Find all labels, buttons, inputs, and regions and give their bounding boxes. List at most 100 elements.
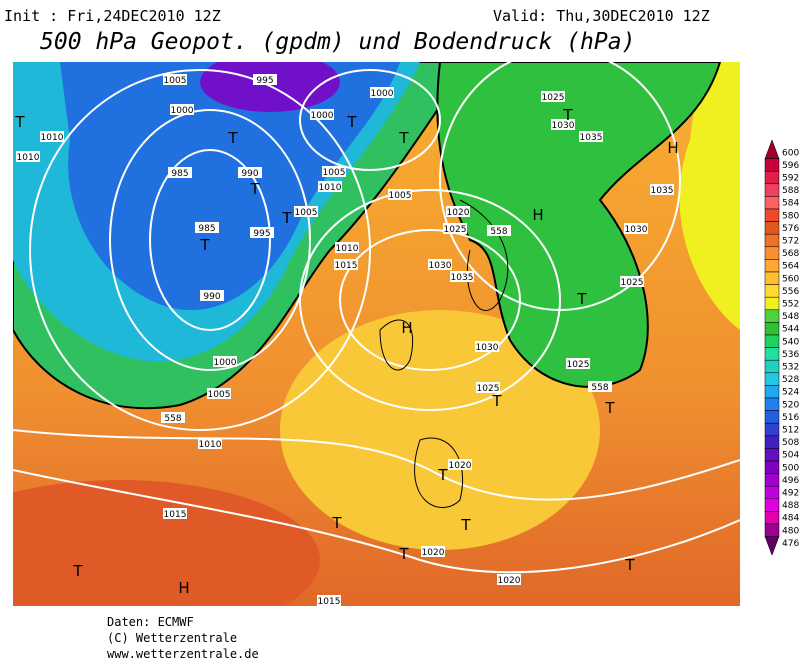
isobar-label: 558 (490, 227, 507, 237)
pressure-center: T (14, 113, 25, 131)
colorbar-label: 512 (782, 426, 799, 436)
isobar-label: 1030 (476, 343, 499, 353)
isobar-label: 1035 (651, 186, 674, 196)
colorbar-swatch (764, 221, 780, 235)
colorbar-label: 600 (782, 148, 799, 158)
colorbar-label: 504 (782, 451, 799, 461)
isobar-label: 1010 (41, 133, 64, 143)
isobar-label: 1005 (389, 191, 412, 201)
isobar-label: 1000 (171, 106, 194, 116)
label-bg (446, 206, 470, 217)
label-bg (253, 74, 277, 85)
pressure-center: T (72, 562, 83, 580)
colorbar-label: 580 (782, 211, 799, 221)
isobar-label: 995 (253, 229, 270, 239)
isobar-label: 1025 (621, 278, 644, 288)
colorbar-swatch (764, 334, 780, 348)
isobar-label: 1020 (422, 548, 445, 558)
pressure-center: T (604, 399, 615, 417)
colorbar-label: 476 (782, 539, 799, 549)
label-bg (650, 184, 674, 195)
label-bg (388, 189, 412, 200)
colorbar-swatch (764, 359, 780, 374)
footer-line: (C) Wetterzentrale (107, 631, 237, 645)
pressure-center: H (532, 206, 543, 224)
isobar-label: 1000 (311, 111, 334, 121)
label-bg (448, 459, 472, 470)
colorbar-swatch (764, 296, 780, 311)
isobar-label: 990 (241, 169, 258, 179)
label-bg (40, 131, 64, 142)
colorbar-swatch (764, 372, 780, 386)
colorbar-label: 528 (782, 375, 799, 385)
pressure-center: T (437, 466, 448, 484)
colorbar-label: 556 (782, 287, 799, 297)
colorbar-label: 536 (782, 350, 799, 360)
label-bg (487, 225, 511, 236)
label-bg (624, 223, 648, 234)
warm-region (280, 310, 600, 550)
colorbar-label: 560 (782, 274, 799, 284)
colorbar-swatch (764, 410, 780, 424)
label-bg (168, 167, 192, 178)
footer-line: www.wetterzentrale.de (107, 647, 259, 661)
label-bg (497, 574, 521, 585)
isobar-label: 1015 (164, 510, 187, 520)
isobar-label: 1000 (371, 89, 394, 99)
colorbar-swatch (764, 196, 780, 210)
label-bg (421, 546, 445, 557)
colorbar-swatch (764, 435, 780, 449)
colorbar-label: 516 (782, 413, 799, 423)
label-bg (579, 131, 603, 142)
isobar-label: 1010 (17, 153, 40, 163)
colorbar-swatch (764, 498, 780, 512)
colorbar-end (764, 536, 780, 556)
isobar-label: 1005 (164, 76, 187, 86)
colorbar-label: 480 (782, 526, 799, 536)
isobar-label: 1025 (542, 93, 565, 103)
pressure-center: T (331, 514, 342, 532)
colorbar-swatch (764, 523, 780, 537)
colorbar-swatch (764, 385, 780, 399)
label-bg (238, 167, 262, 178)
colorbar-swatch (764, 309, 780, 323)
isobar-label: 1005 (295, 208, 318, 218)
label-bg (475, 341, 499, 352)
label-bg (250, 227, 274, 238)
label-bg (318, 181, 342, 192)
isobar-label: 985 (198, 224, 215, 234)
cold-region (60, 62, 400, 311)
isobar-label: 1020 (449, 461, 472, 471)
isobar-label: 1010 (336, 244, 359, 254)
isobar-label: 995 (256, 76, 273, 86)
isobar-label: 558 (591, 383, 608, 393)
label-bg (163, 508, 187, 519)
isobar-label: 1005 (208, 390, 231, 400)
colorbar-swatch (764, 284, 780, 298)
colorbar-swatch (764, 170, 780, 185)
isobar-label: 1035 (580, 133, 603, 143)
colorbar-swatch (764, 158, 780, 172)
colorbar-swatch (764, 259, 780, 273)
colorbar-swatch (764, 183, 780, 197)
colorbar-swatch (764, 322, 780, 336)
colorbar-label: 596 (782, 161, 799, 171)
isobar-label: 1025 (477, 384, 500, 394)
pressure-center: T (576, 290, 587, 308)
pressure-center: T (398, 545, 409, 563)
footer-line: Daten: ECMWF (107, 615, 194, 629)
label-bg (213, 356, 237, 367)
coastlines (379, 199, 509, 508)
colorbar-swatch (764, 473, 780, 487)
isobar-label: 985 (171, 169, 188, 179)
label-bg (428, 259, 452, 270)
isobar-label: 1000 (214, 358, 237, 368)
colorbar-swatch (764, 485, 780, 500)
pressure-center: T (346, 113, 357, 131)
label-bg (566, 358, 590, 369)
label-bg (161, 412, 185, 423)
pressure-center: T (562, 106, 573, 124)
label-bg (317, 595, 341, 606)
